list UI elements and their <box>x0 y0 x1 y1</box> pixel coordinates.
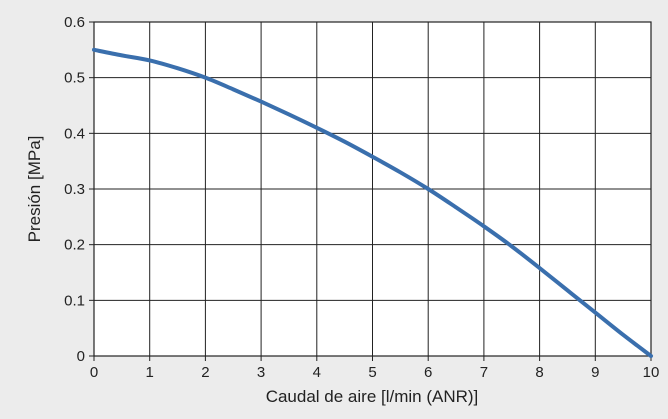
y-tick-label: 0.6 <box>64 14 85 31</box>
y-tick-labels: 0 0.1 0.2 0.3 0.4 0.5 0.6 <box>64 14 85 365</box>
y-tick-label: 0.3 <box>64 181 85 198</box>
y-tick-label: 0.2 <box>64 237 85 254</box>
series-line <box>92 47 653 358</box>
y-tick-label: 0.1 <box>64 292 85 309</box>
x-tick-label: 2 <box>201 364 209 381</box>
x-axis-label: Caudal de aire [l/min (ANR)] <box>266 387 479 406</box>
x-tick-label: 4 <box>313 364 321 381</box>
y-axis-label: Presión [MPa] <box>25 136 44 243</box>
x-tick-label: 10 <box>643 364 660 381</box>
x-tick-label: 9 <box>591 364 599 381</box>
x-tick-label: 7 <box>480 364 488 381</box>
x-tick-label: 8 <box>535 364 543 381</box>
plot-frame <box>93 21 652 357</box>
y-tick-label: 0.4 <box>64 125 85 142</box>
y-tick-label: 0.5 <box>64 70 85 87</box>
x-tick-labels: 0 1 2 3 4 5 6 7 8 9 10 <box>90 364 660 381</box>
series-layer <box>92 47 653 358</box>
x-tick-label: 0 <box>90 364 98 381</box>
x-tick-label: 3 <box>257 364 265 381</box>
x-tick-label: 1 <box>146 364 154 381</box>
y-tick-label: 0 <box>77 348 85 365</box>
x-tick-label: 5 <box>368 364 376 381</box>
x-tick-label: 6 <box>424 364 432 381</box>
